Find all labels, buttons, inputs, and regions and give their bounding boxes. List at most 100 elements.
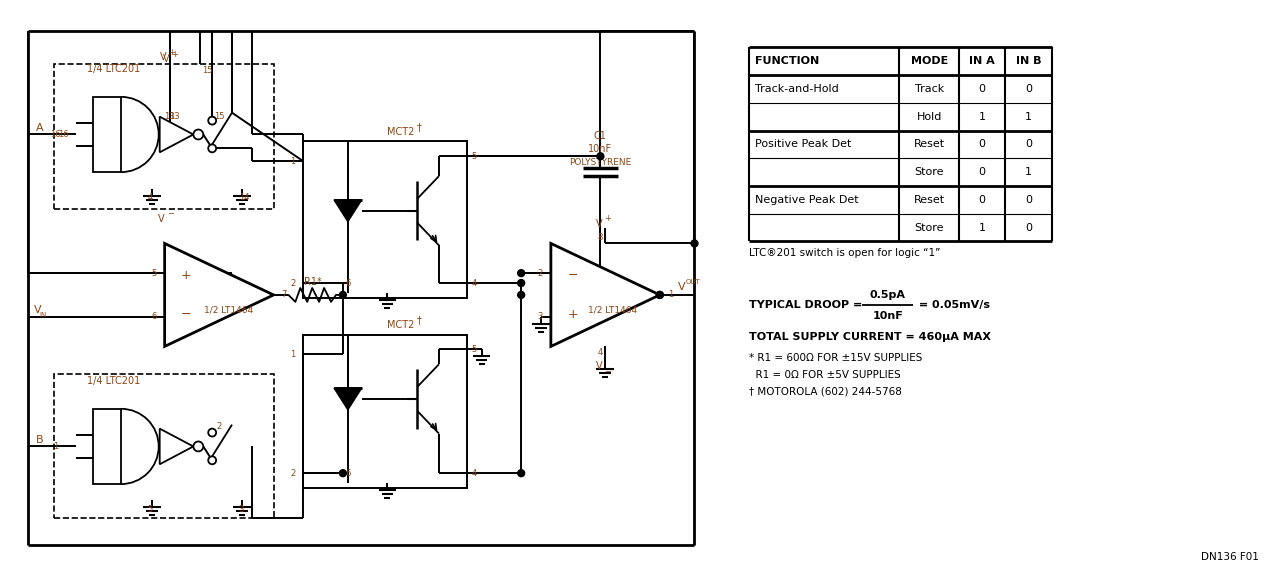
- Text: R1 = 0Ω FOR ±5V SUPPLIES: R1 = 0Ω FOR ±5V SUPPLIES: [749, 370, 901, 380]
- Circle shape: [657, 292, 663, 298]
- Text: Reset: Reset: [914, 139, 945, 149]
- Text: 0: 0: [1025, 195, 1032, 205]
- Text: 5: 5: [471, 345, 477, 354]
- Text: FUNCTION: FUNCTION: [755, 56, 819, 66]
- Text: B: B: [36, 435, 44, 444]
- Text: 13: 13: [164, 112, 175, 121]
- Circle shape: [209, 429, 216, 437]
- Text: −: −: [567, 269, 577, 282]
- Text: 6: 6: [151, 312, 156, 321]
- Text: 0: 0: [1025, 84, 1032, 94]
- Text: MCT2: MCT2: [388, 320, 415, 329]
- Bar: [303, 141, 467, 298]
- Circle shape: [209, 456, 216, 464]
- Text: 6: 6: [346, 469, 351, 478]
- Circle shape: [339, 470, 347, 476]
- Bar: [303, 335, 467, 488]
- Text: DN136 F01: DN136 F01: [1201, 552, 1260, 563]
- Text: +: +: [182, 269, 192, 282]
- Text: V: V: [35, 305, 41, 315]
- Text: 5: 5: [147, 505, 152, 514]
- Text: 1/2 LT1464: 1/2 LT1464: [588, 305, 637, 315]
- Text: 1: 1: [52, 442, 59, 451]
- Text: 0: 0: [1025, 223, 1032, 232]
- Text: 3: 3: [538, 312, 543, 321]
- Text: V: V: [163, 54, 169, 64]
- Text: 2: 2: [291, 278, 296, 288]
- Text: A: A: [36, 123, 44, 133]
- Circle shape: [339, 292, 347, 298]
- Text: IN B: IN B: [1016, 56, 1042, 66]
- Text: Hold: Hold: [916, 112, 942, 122]
- Text: Store: Store: [914, 167, 943, 177]
- Text: †: †: [417, 316, 422, 325]
- Text: 1: 1: [1025, 167, 1032, 177]
- Polygon shape: [165, 243, 274, 347]
- Text: +: +: [172, 50, 178, 59]
- Text: Track: Track: [914, 84, 943, 94]
- Polygon shape: [334, 388, 362, 410]
- Circle shape: [517, 470, 525, 476]
- Text: 4: 4: [147, 193, 152, 203]
- Text: 1: 1: [291, 157, 296, 166]
- Text: 0: 0: [979, 84, 986, 94]
- Circle shape: [517, 280, 525, 286]
- Text: 14: 14: [238, 193, 250, 203]
- Text: Store: Store: [914, 223, 943, 232]
- Circle shape: [596, 153, 604, 160]
- Text: * R1 = 600Ω FOR ±15V SUPPLIES: * R1 = 600Ω FOR ±15V SUPPLIES: [749, 354, 923, 363]
- Polygon shape: [160, 117, 193, 152]
- Text: 6: 6: [346, 278, 351, 288]
- Bar: [54, 374, 274, 518]
- Circle shape: [193, 130, 204, 139]
- Circle shape: [657, 292, 663, 298]
- Text: 15: 15: [214, 112, 224, 121]
- Text: 4: 4: [471, 278, 477, 288]
- Text: 1: 1: [979, 223, 986, 232]
- Text: Reset: Reset: [914, 195, 945, 205]
- Text: 2: 2: [538, 269, 543, 278]
- Text: IN: IN: [40, 312, 47, 318]
- Text: † MOTOROLA (602) 244-5768: † MOTOROLA (602) 244-5768: [749, 387, 902, 397]
- Text: 1: 1: [979, 112, 986, 122]
- Text: 3: 3: [238, 505, 243, 514]
- Text: 7: 7: [282, 290, 287, 300]
- Polygon shape: [334, 200, 362, 222]
- Text: 0: 0: [979, 139, 986, 149]
- Text: 5: 5: [471, 152, 477, 161]
- Text: 1/2 LT1464: 1/2 LT1464: [205, 305, 253, 315]
- Text: 1: 1: [1025, 112, 1032, 122]
- Bar: [93, 409, 122, 484]
- Text: 1: 1: [668, 290, 673, 300]
- Text: IN A: IN A: [969, 56, 995, 66]
- Circle shape: [209, 117, 216, 125]
- Bar: [54, 64, 274, 209]
- Text: 4: 4: [471, 469, 477, 478]
- Circle shape: [193, 441, 204, 451]
- Text: POLYSTYRENE: POLYSTYRENE: [570, 158, 631, 166]
- Text: −: −: [604, 367, 612, 375]
- Text: 2: 2: [216, 422, 221, 431]
- Text: +: +: [169, 48, 175, 57]
- Text: OUT: OUT: [686, 279, 700, 285]
- Text: Negative Peak Det: Negative Peak Det: [755, 195, 859, 205]
- Text: +: +: [604, 214, 612, 223]
- Polygon shape: [160, 429, 193, 464]
- Text: 15: 15: [202, 65, 212, 75]
- Polygon shape: [550, 243, 659, 347]
- Text: V: V: [677, 282, 685, 292]
- Text: †: †: [417, 123, 422, 133]
- Text: 16: 16: [59, 130, 69, 139]
- Text: Positive Peak Det: Positive Peak Det: [755, 139, 851, 149]
- Text: MODE: MODE: [910, 56, 947, 66]
- Bar: [93, 97, 122, 172]
- Text: 1/4 LTC201: 1/4 LTC201: [87, 64, 141, 74]
- Text: Track-and-Hold: Track-and-Hold: [755, 84, 838, 94]
- Text: 13: 13: [169, 112, 180, 121]
- Text: 1: 1: [291, 350, 296, 359]
- Text: 10nF: 10nF: [589, 144, 612, 154]
- Text: 2: 2: [291, 469, 296, 478]
- Text: MCT2: MCT2: [388, 126, 415, 137]
- Circle shape: [517, 292, 525, 298]
- Circle shape: [209, 145, 216, 152]
